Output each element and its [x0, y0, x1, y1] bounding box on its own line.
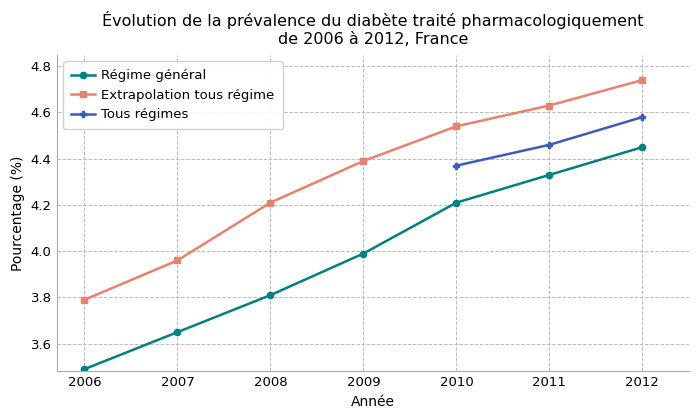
Régime général: [452, 200, 461, 205]
Extrapolation tous régime: [545, 103, 554, 108]
Régime général: [638, 144, 647, 150]
Line: Régime général: Régime général: [81, 144, 645, 372]
Régime général: [545, 172, 554, 177]
Extrapolation tous régime: [266, 200, 274, 205]
Tous régimes: [638, 115, 647, 120]
X-axis label: Année: Année: [351, 395, 395, 409]
Y-axis label: Pourcentage (%): Pourcentage (%): [11, 155, 25, 271]
Line: Extrapolation tous régime: Extrapolation tous régime: [81, 77, 645, 303]
Régime général: [173, 330, 181, 335]
Régime général: [80, 367, 89, 372]
Legend: Régime général, Extrapolation tous régime, Tous régimes: Régime général, Extrapolation tous régim…: [63, 61, 283, 129]
Extrapolation tous régime: [173, 258, 181, 263]
Extrapolation tous régime: [80, 297, 89, 302]
Tous régimes: [545, 142, 554, 147]
Régime général: [266, 293, 274, 298]
Tous régimes: [452, 163, 461, 168]
Extrapolation tous régime: [452, 124, 461, 129]
Extrapolation tous régime: [359, 158, 368, 163]
Extrapolation tous régime: [638, 78, 647, 83]
Title: Évolution de la prévalence du diabète traité pharmacologiquement
de 2006 à 2012,: Évolution de la prévalence du diabète tr…: [102, 11, 643, 47]
Régime général: [359, 251, 368, 256]
Line: Tous régimes: Tous régimes: [454, 114, 645, 169]
